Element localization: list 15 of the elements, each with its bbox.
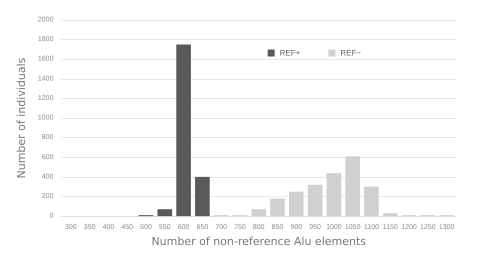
bar — [382, 213, 398, 216]
y-axis-title: Number of individuals — [15, 57, 28, 179]
bar — [364, 186, 379, 216]
legend-label: REF+ — [280, 48, 301, 58]
legend-label: REF− — [340, 48, 362, 58]
bar — [176, 44, 191, 216]
bar — [270, 198, 285, 216]
bar — [157, 209, 172, 216]
bar — [288, 192, 304, 216]
bar — [326, 172, 342, 216]
bar — [345, 156, 360, 216]
bar — [308, 184, 322, 216]
bar — [251, 209, 266, 216]
bar — [195, 176, 210, 216]
x-axis-title: Number of non-reference Alu elements — [151, 235, 366, 248]
